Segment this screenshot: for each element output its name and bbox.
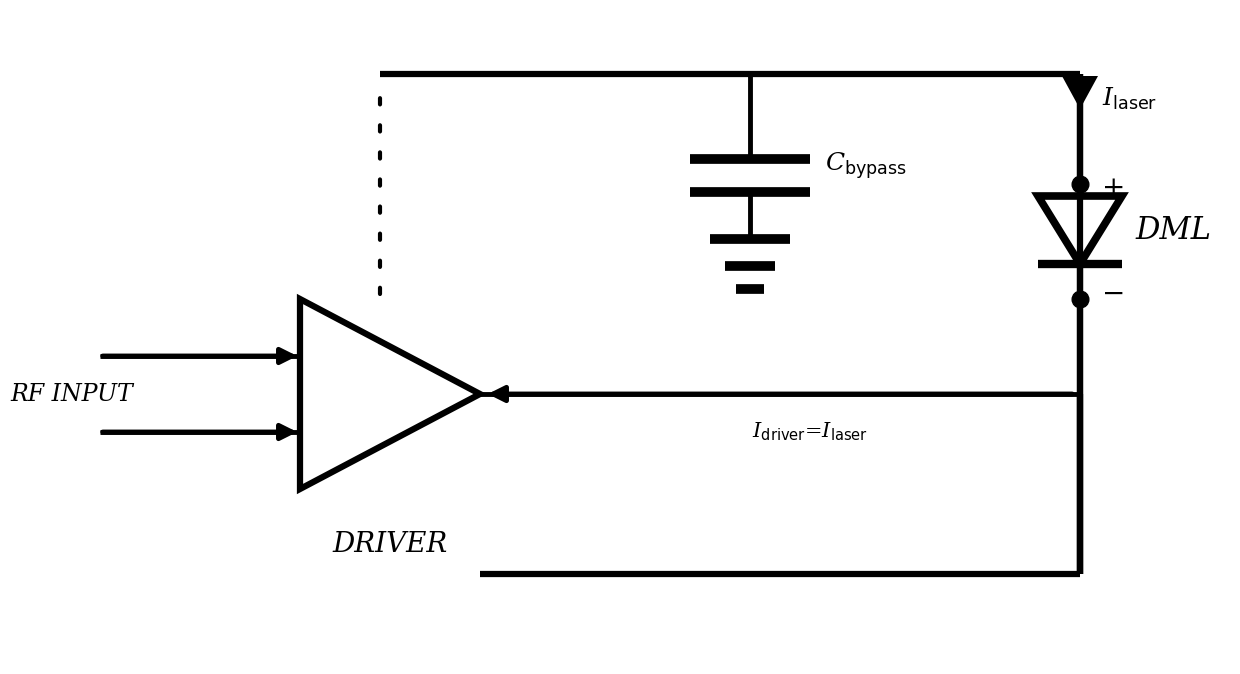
Text: C$_\mathrm{bypass}$: C$_\mathrm{bypass}$ — [825, 150, 908, 181]
Text: +: + — [1102, 175, 1126, 202]
Text: DRIVER: DRIVER — [332, 530, 448, 557]
Text: DML: DML — [1135, 214, 1211, 245]
Text: −: − — [1102, 280, 1125, 307]
Polygon shape — [1061, 76, 1097, 109]
Text: RF INPUT: RF INPUT — [10, 383, 133, 406]
Text: I$_\mathrm{driver}$=I$_\mathrm{laser}$: I$_\mathrm{driver}$=I$_\mathrm{laser}$ — [751, 421, 868, 443]
Text: I$_\mathrm{laser}$: I$_\mathrm{laser}$ — [1102, 86, 1157, 112]
